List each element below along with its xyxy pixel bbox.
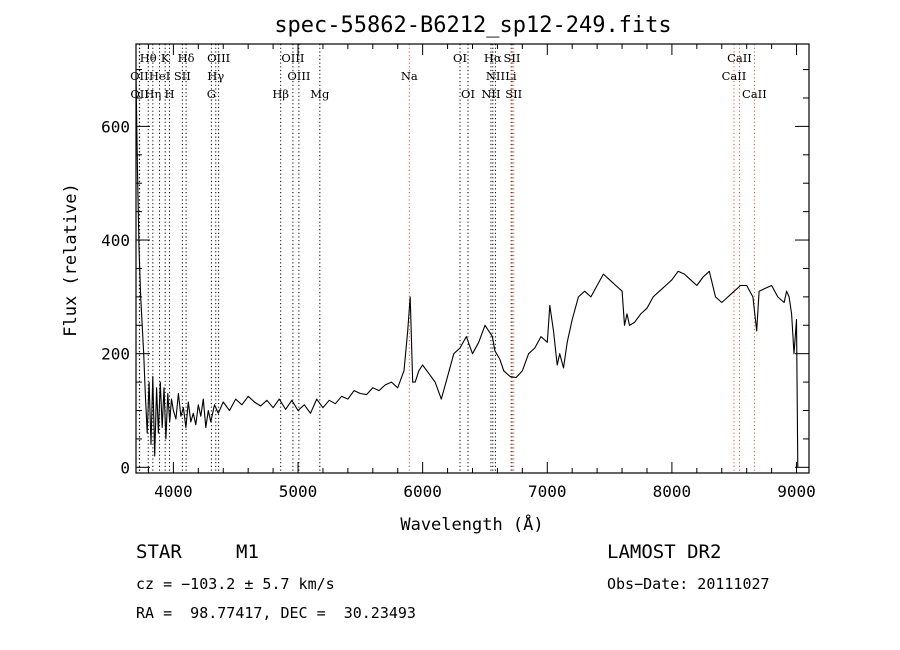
y-tick-label: 600: [101, 117, 130, 136]
y-tick-label: 200: [101, 345, 130, 364]
line-label: OIII: [207, 51, 230, 65]
line-label: CaII: [722, 69, 747, 83]
x-tick-label: 9000: [777, 482, 816, 501]
line-label: CaII: [742, 87, 767, 101]
x-tick-label: 8000: [653, 482, 692, 501]
subclass-label: M1: [236, 541, 259, 563]
line-label: SII: [504, 51, 521, 65]
x-tick-label: 5000: [279, 482, 318, 501]
line-label: OIII: [281, 51, 304, 65]
line-label: SII: [505, 87, 522, 101]
x-axis: 4000 5000 6000 7000 8000 9000: [147, 44, 816, 501]
x-tick-label: 6000: [403, 482, 442, 501]
y-axis: 0 200 400 600: [101, 69, 809, 477]
line-label: K: [161, 51, 170, 65]
line-label: Na: [401, 69, 418, 83]
obs-date-text: Obs−Date: 20111027: [607, 575, 770, 593]
spectrum-series: [135, 75, 799, 468]
plot-frame: [135, 43, 810, 474]
line-label: NII: [481, 87, 500, 101]
line-label: SII: [174, 69, 191, 83]
line-label: OII: [130, 87, 149, 101]
line-label: Hβ: [272, 87, 289, 101]
line-label: HeI: [149, 69, 170, 83]
x-tick-label: 4000: [154, 482, 193, 501]
y-tick-label: 400: [101, 231, 130, 250]
x-axis-label: Wavelength (Å): [400, 513, 543, 535]
line-label: OII: [130, 69, 149, 83]
redshift-text: cz = −103.2 ± 5.7 km/s: [136, 575, 335, 593]
line-label: OI: [453, 51, 467, 65]
line-label: OIII: [287, 69, 310, 83]
line-label: OI: [461, 87, 475, 101]
line-label: G: [207, 87, 216, 101]
line-label: Hδ: [178, 51, 195, 65]
line-label: CaII: [727, 51, 752, 65]
line-label: Hγ: [207, 69, 224, 83]
x-tick-label: 7000: [528, 482, 567, 501]
line-label: Li: [505, 69, 517, 83]
line-label: NII: [486, 69, 505, 83]
chart-title: spec-55862-B6212_sp12-249.fits: [274, 13, 671, 38]
line-label: Hθ: [140, 51, 157, 65]
line-label: Hα: [484, 51, 502, 65]
y-tick-label: 0: [120, 458, 130, 477]
class-label: STAR: [136, 541, 182, 563]
survey-label: LAMOST DR2: [607, 541, 722, 563]
line-label: H: [165, 87, 175, 101]
coordinates-text: RA = 98.77417, DEC = 30.23493: [136, 604, 416, 622]
line-label: Mg: [310, 87, 330, 101]
line-markers: [138, 44, 755, 473]
spectrum-line: [135, 75, 799, 468]
line-label: Hη: [144, 87, 161, 101]
y-axis-label: Flux (relative): [61, 183, 81, 337]
